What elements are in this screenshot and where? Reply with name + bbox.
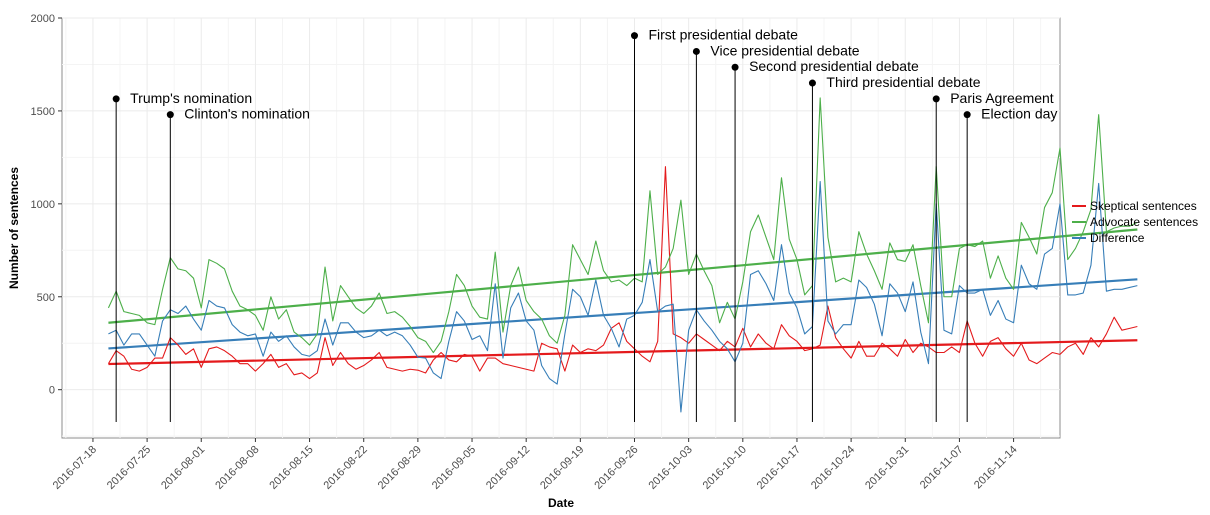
series-lines <box>107 97 1138 413</box>
x-tick-label: 2016-10-03 <box>646 444 694 492</box>
x-tick-label: 2016-09-12 <box>484 444 532 492</box>
event-point <box>692 47 700 55</box>
legend-label: Difference <box>1090 231 1145 245</box>
event-point <box>731 63 739 71</box>
event-point <box>808 79 816 87</box>
x-tick-label: 2016-08-29 <box>376 444 424 492</box>
event-point <box>166 111 174 119</box>
series-line <box>108 180 1138 413</box>
event-point <box>932 95 940 103</box>
x-tick-label: 2016-09-19 <box>538 444 586 492</box>
event-label: Clinton's nomination <box>184 106 310 122</box>
x-axis-ticks: 2016-07-18 2016-07-25 2016-08-01 2016-08-08… <box>51 438 1020 492</box>
event-label: Paris Agreement <box>950 90 1054 106</box>
x-axis-title: Date <box>548 496 574 510</box>
event-label: Trump's nomination <box>130 90 252 106</box>
x-tick-label: 2016-10-24 <box>809 444 857 492</box>
event-point <box>630 32 638 40</box>
x-tick-label: 2016-09-26 <box>592 444 640 492</box>
event-label: Election day <box>981 106 1057 122</box>
trend-line <box>108 278 1138 350</box>
x-tick-label: 2016-11-07 <box>918 444 966 492</box>
x-tick-label: 2016-10-31 <box>863 444 911 492</box>
y-tick-label: 0 <box>49 385 55 397</box>
x-tick-label: 2016-08-08 <box>213 444 261 492</box>
event-label: Vice presidential debate <box>710 42 859 58</box>
event-point <box>112 95 120 103</box>
x-tick-label: 2016-11-14 <box>972 444 1020 492</box>
y-tick-label: 2000 <box>31 13 55 25</box>
x-tick-label: 2016-08-01 <box>159 444 207 492</box>
x-tick-label: 2016-08-15 <box>267 444 315 492</box>
event-point <box>963 111 971 119</box>
x-tick-label: 2016-07-18 <box>51 444 99 492</box>
legend: Skeptical sentences Advocate sentences Dif… <box>1072 199 1198 245</box>
event-label: Second presidential debate <box>749 58 919 74</box>
series-line <box>107 97 1138 354</box>
x-tick-label: 2016-08-22 <box>322 444 370 492</box>
legend-label: Advocate sentences <box>1090 215 1198 229</box>
x-tick-label: 2016-09-05 <box>430 444 478 492</box>
legend-label: Skeptical sentences <box>1090 199 1197 213</box>
y-axis-title: Number of sentences <box>7 167 21 289</box>
x-tick-label: 2016-10-10 <box>701 444 749 492</box>
y-tick-label: 1000 <box>31 199 55 211</box>
y-tick-label: 500 <box>37 292 55 304</box>
event-label: First presidential debate <box>648 27 798 43</box>
x-tick-label: 2016-10-17 <box>755 444 803 492</box>
trend-line <box>108 339 1138 366</box>
y-tick-label: 1500 <box>31 106 55 118</box>
x-tick-label: 2016-07-25 <box>105 444 153 492</box>
event-label: Third presidential debate <box>826 74 980 90</box>
grid-minor <box>62 18 1060 438</box>
y-axis-ticks: 0 500 1000 1500 2000 <box>31 13 62 397</box>
